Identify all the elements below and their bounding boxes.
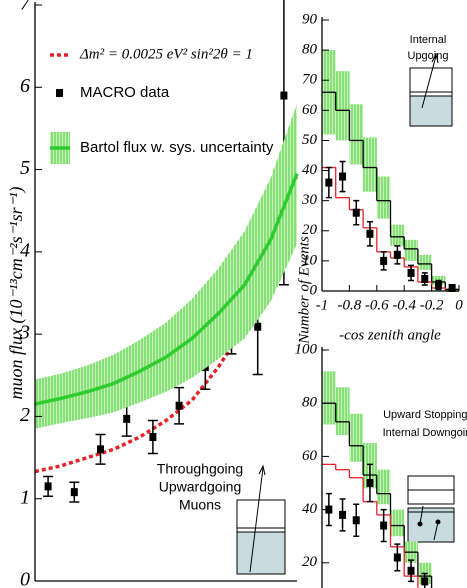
uncertainty-band bbox=[390, 224, 405, 246]
y-axis-label: muon flux (10⁻¹³cm⁻²s⁻¹sr⁻¹) bbox=[6, 187, 27, 400]
annotation: Muons bbox=[179, 497, 221, 513]
legend-swatch bbox=[56, 89, 63, 97]
y-tick-label: 2 bbox=[20, 404, 30, 426]
data-point bbox=[339, 172, 347, 181]
x-axis-label: -cos zenith angle bbox=[339, 327, 441, 343]
legend-label: Bartol flux w. sys. uncertainty bbox=[80, 139, 274, 156]
data-point bbox=[339, 510, 347, 519]
uncertainty-band bbox=[322, 371, 336, 425]
data-point bbox=[366, 229, 374, 238]
x-tick-label: -0.6 bbox=[365, 297, 389, 313]
uncertainty-band bbox=[335, 71, 350, 141]
uncertainty-band bbox=[363, 137, 377, 192]
data-point bbox=[44, 482, 52, 491]
y-tick-label: 4 bbox=[20, 239, 30, 261]
y-tick-label: 60 bbox=[302, 448, 318, 464]
x-tick-label: -0.4 bbox=[392, 297, 416, 313]
uncertainty-band bbox=[35, 103, 297, 429]
plot bbox=[35, 0, 299, 503]
y-tick-label: 70 bbox=[302, 72, 318, 88]
data-point bbox=[366, 479, 374, 487]
y-tick-label: 3 bbox=[19, 322, 30, 344]
data-point bbox=[97, 445, 104, 454]
detector-sketch bbox=[407, 475, 455, 543]
detector-sketch bbox=[236, 464, 286, 575]
plot bbox=[322, 50, 459, 292]
y-tick-label: 60 bbox=[302, 102, 318, 118]
data-point bbox=[421, 274, 429, 283]
legend-label: MACRO data bbox=[80, 84, 170, 101]
y-tick-label: 7 bbox=[20, 0, 31, 15]
data-point bbox=[407, 566, 415, 575]
annotation: Throughgoing bbox=[157, 461, 243, 477]
x-tick-label: -0.8 bbox=[338, 297, 362, 313]
data-point bbox=[393, 250, 401, 259]
data-point bbox=[325, 178, 333, 187]
data-point bbox=[352, 516, 360, 525]
data-point bbox=[421, 577, 429, 586]
annotation: Internal bbox=[410, 34, 447, 46]
y-tick-label: 50 bbox=[302, 132, 318, 148]
y-axis-label: Number of Events bbox=[296, 236, 312, 345]
annotation: Internal Downgoing bbox=[383, 427, 467, 439]
x-tick-label: 0 bbox=[455, 297, 463, 313]
y-tick-label: 80 bbox=[302, 42, 318, 58]
uncertainty-band bbox=[376, 469, 391, 505]
y-tick-label: 0 bbox=[20, 569, 30, 588]
annotation: Upwardgoing bbox=[159, 479, 242, 495]
y-tick-label: 6 bbox=[20, 75, 30, 97]
data-point bbox=[175, 401, 183, 410]
uncertainty-band bbox=[349, 104, 364, 165]
y-tick-label: 1 bbox=[20, 486, 30, 508]
central-curve bbox=[35, 173, 299, 406]
data-point bbox=[280, 91, 288, 100]
annotation: Upgoing bbox=[408, 50, 449, 62]
y-tick-label: 80 bbox=[302, 395, 318, 411]
y-tick-label: 40 bbox=[302, 501, 318, 517]
uncertainty-band bbox=[404, 239, 418, 261]
y-tick-label: 0 bbox=[310, 282, 318, 298]
data-point bbox=[70, 488, 78, 497]
detector-sketch bbox=[409, 52, 453, 127]
data-point bbox=[123, 414, 131, 423]
uncertainty-band bbox=[376, 176, 391, 219]
data-point bbox=[407, 268, 415, 277]
x-tick-label: -1 bbox=[316, 297, 329, 313]
uncertainty-band bbox=[349, 413, 364, 462]
uncertainty-band bbox=[335, 387, 350, 436]
y-tick-label: 10 bbox=[302, 252, 318, 268]
uncertainty-band bbox=[417, 254, 432, 270]
data-point bbox=[393, 553, 401, 562]
y-tick-label: 40 bbox=[302, 162, 318, 178]
y-tick-label: 5 bbox=[20, 157, 30, 179]
data-point bbox=[434, 280, 442, 289]
y-tick-label: 90 bbox=[302, 11, 318, 27]
data-point bbox=[448, 283, 456, 292]
uncertainty-band bbox=[390, 509, 405, 537]
y-tick-label: 20 bbox=[302, 554, 318, 570]
data-point bbox=[149, 433, 157, 441]
data-point bbox=[380, 256, 388, 265]
annotation: Upward Stopping + bbox=[383, 409, 467, 421]
data-point bbox=[254, 322, 262, 331]
y-tick-label: 100 bbox=[295, 341, 318, 357]
y-tick-label: 20 bbox=[302, 222, 318, 238]
data-point bbox=[352, 208, 360, 217]
legend-label: Δm² = 0.0025 eV² sin²2θ = 1 bbox=[79, 46, 253, 62]
plot bbox=[322, 371, 433, 588]
x-tick-label: -0.2 bbox=[420, 297, 444, 313]
data-point bbox=[380, 521, 388, 530]
y-tick-label: 30 bbox=[301, 192, 318, 208]
